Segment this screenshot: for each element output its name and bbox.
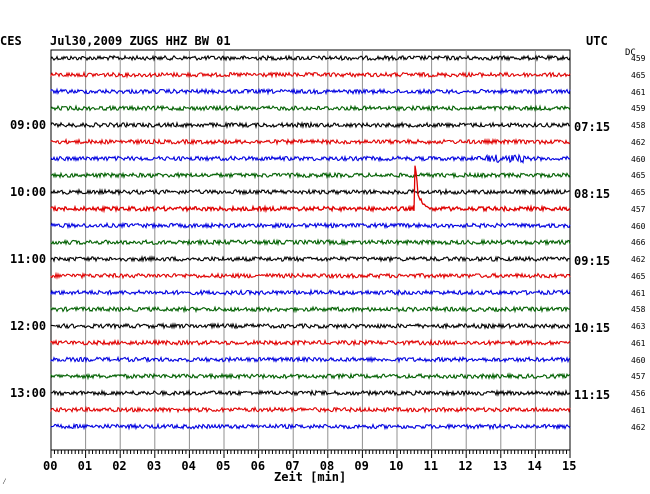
x-axis-label: Zeit [min] [274,470,347,484]
dc-value: 456 [631,389,646,398]
seismic-trace [50,221,571,230]
seismic-trace [50,70,571,79]
right-time-label: 08:15 [574,187,611,201]
dc-value: 460 [631,154,646,164]
left-timezone-label: CES [0,34,22,48]
x-tick-label: 07 [285,459,300,473]
dc-value: 465 [631,70,646,80]
seismic-trace [50,54,571,62]
dc-value: 460 [631,355,646,365]
x-tick-label: 00 [43,459,58,473]
x-tick-label: 08 [319,459,335,473]
dc-column-label: DC [625,48,636,58]
left-time-label: 09:00 [10,118,47,132]
dc-value: 461 [631,87,646,97]
x-tick-label: 09 [354,459,369,473]
dc-value: 458 [631,121,646,130]
dc-value: 462 [631,137,646,147]
seismic-trace [50,355,571,364]
dc-value: 457 [631,372,646,382]
x-tick-label: 10 [389,459,404,473]
dc-value: 457 [631,204,646,214]
seismic-trace [50,255,571,264]
corner-mark: ⁄ [2,477,7,486]
dc-value: 465 [631,188,646,197]
seismic-trace [50,338,571,347]
seismic-trace [50,322,571,331]
x-tick-label: 02 [112,459,127,473]
dc-value: 466 [631,238,646,248]
seismic-trace [50,137,571,146]
seismic-trace [50,372,571,381]
left-time-label: 11:00 [10,252,47,266]
dc-value: 465 [631,171,646,181]
seismic-trace [50,187,571,197]
right-timezone-label: UTC [586,34,608,48]
dc-value: 462 [631,422,646,432]
right-time-label: 10:15 [574,321,611,335]
seismic-trace [50,153,571,164]
seismic-trace [50,87,571,96]
seismic-trace [50,288,571,297]
dc-value: 462 [631,255,646,264]
right-time-label: 07:15 [574,120,611,134]
seismic-trace [50,388,571,397]
seismic-trace [50,165,571,214]
x-tick-label: 06 [250,459,266,473]
seismic-trace [50,120,570,130]
left-time-label: 10:00 [10,185,47,199]
seismic-trace [50,171,571,180]
left-time-label: 13:00 [10,386,47,400]
dc-value: 460 [631,221,646,231]
dc-value: 461 [631,405,646,415]
dc-value: 465 [631,271,646,281]
right-time-label: 11:15 [574,388,611,402]
dc-value: 458 [631,305,646,315]
seismic-trace [50,238,571,247]
dc-value: 459 [631,54,646,63]
x-tick-label: 13 [492,459,508,473]
left-time-label: 12:00 [10,319,47,333]
dc-value: 461 [631,288,646,298]
right-time-label: 09:15 [574,254,611,268]
x-tick-label: 14 [527,459,542,473]
x-tick-label: 15 [562,459,577,473]
dc-value: 461 [631,338,646,348]
x-tick-label: 03 [146,459,162,473]
dc-value: 459 [631,104,646,114]
seismic-trace [50,271,571,280]
seismic-trace [50,305,571,314]
seismic-trace [50,104,571,113]
station-title: Jul30,2009 ZUGS HHZ BW 01 [50,34,231,48]
x-tick-label: 04 [181,459,196,473]
x-tick-label: 05 [216,459,231,473]
dc-value: 463 [631,322,646,331]
seismic-trace [50,422,571,431]
x-tick-label: 12 [458,459,473,473]
x-tick-label: 11 [423,459,439,473]
x-tick-label: 01 [77,459,93,473]
seismic-trace [50,405,571,414]
